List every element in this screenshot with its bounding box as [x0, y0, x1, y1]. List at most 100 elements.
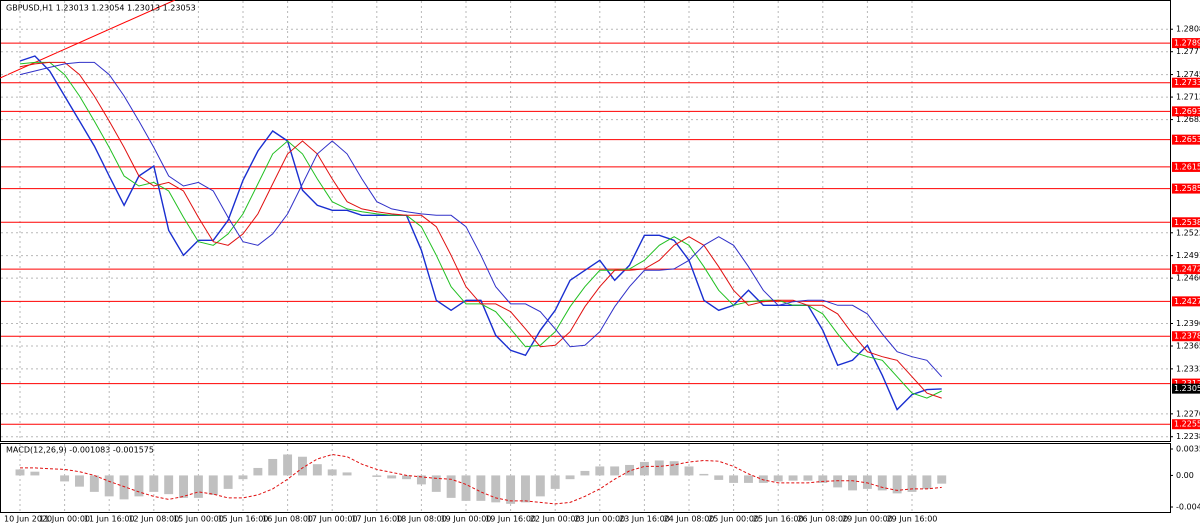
macd-bar — [491, 475, 501, 503]
macd-bar — [699, 473, 709, 476]
x-tick-label: 23 Jun 16:00 — [619, 515, 670, 524]
macd-bar — [15, 469, 25, 476]
macd-bar — [907, 475, 917, 492]
macd-bar — [654, 460, 664, 476]
macd-bar — [803, 475, 813, 481]
level-label-box — [1172, 38, 1200, 49]
current-price-label: 1.23053 — [1174, 384, 1200, 393]
level-label-box — [1172, 331, 1200, 342]
level-label: 1.23124 — [1174, 379, 1200, 388]
y-tick-label: -0.004221 — [1176, 503, 1200, 512]
y-tick-label: 1.27135 — [1176, 93, 1200, 102]
x-tick-label: 10 Jun 2020 — [4, 515, 52, 524]
x-tick-label: 22 Jun 00:00 — [530, 515, 581, 524]
x-tick-label: 12 Jun 08:00 — [128, 515, 179, 524]
y-tick-label: 1.22380 — [1176, 432, 1200, 441]
x-tick-label: 19 Jun 00:00 — [441, 515, 492, 524]
level-label: 1.25854 — [1174, 184, 1200, 193]
level-label: 1.22555 — [1174, 420, 1200, 429]
macd-bar — [535, 475, 545, 497]
y-tick-label: 1.28085 — [1176, 25, 1200, 34]
macd-bar — [818, 475, 828, 483]
macd-bar — [550, 475, 560, 489]
level-label: 1.26157 — [1174, 162, 1200, 171]
x-tick-label: 26 Jun 08:00 — [797, 515, 848, 524]
main-header: GBPUSD,H1 1.23013 1.23054 1.23013 1.2305… — [6, 4, 196, 13]
macd-bar — [639, 461, 649, 476]
moving-average — [19, 61, 942, 399]
main-panel-frame — [0, 0, 1171, 442]
macd-bar — [89, 475, 99, 492]
macd-bar — [595, 466, 605, 476]
macd-bar — [402, 475, 411, 480]
y-tick-label: 1.27450 — [1176, 70, 1200, 79]
y-tick-label: 1.24915 — [1176, 251, 1200, 260]
level-label-box — [1172, 217, 1200, 228]
y-tick-label: 1.27770 — [1176, 47, 1200, 56]
macd-bar — [268, 458, 278, 476]
level-label-box — [1172, 183, 1200, 194]
macd-bar — [223, 475, 233, 489]
x-tick-label: 29 Jun 00:00 — [842, 515, 893, 524]
x-tick-label: 25 Jun 16:00 — [753, 515, 804, 524]
x-tick-label: 11 Jun 00:00 — [39, 515, 90, 524]
macd-bar — [684, 466, 694, 476]
y-tick-label: 1.24600 — [1176, 274, 1200, 283]
level-label: 1.26539 — [1174, 135, 1200, 144]
x-tick-label: 25 Jun 00:00 — [708, 515, 759, 524]
y-tick-label: 1.23330 — [1176, 364, 1200, 373]
macd-bar — [877, 475, 887, 491]
macd-bar — [253, 467, 263, 476]
macd-bar — [848, 475, 857, 491]
macd-bar — [476, 475, 486, 501]
macd-bar — [892, 475, 902, 494]
macd-bar — [387, 475, 397, 479]
macd-bar — [922, 475, 932, 489]
y-tick-label: 1.25235 — [1176, 228, 1200, 237]
y-tick-label: 1.22700 — [1176, 409, 1200, 418]
macd-bar — [446, 475, 456, 498]
macd-bar — [30, 471, 40, 476]
macd-bar — [461, 475, 471, 501]
x-tick-label: 23 Jun 00:00 — [574, 515, 625, 524]
macd-bar — [714, 475, 724, 480]
macd-bar — [283, 454, 293, 476]
macd-bar — [431, 475, 441, 492]
level-label-box — [1172, 77, 1200, 88]
macd-bar — [833, 475, 843, 488]
macd-bar — [744, 475, 753, 483]
macd-bar — [193, 475, 203, 498]
moving-average — [19, 61, 943, 378]
macd-header: MACD(12,26,9) -0.001083 -0.001575 — [6, 446, 154, 455]
level-label: 1.24275 — [1174, 297, 1200, 306]
level-label: 1.26935 — [1174, 107, 1200, 116]
macd-bar — [164, 475, 174, 495]
y-tick-label: 1.26820 — [1176, 115, 1200, 124]
macd-bar — [149, 475, 159, 492]
macd-bar — [758, 475, 768, 483]
macd-bar — [372, 475, 382, 477]
macd-bar — [327, 469, 337, 476]
level-label: 1.25382 — [1174, 218, 1200, 227]
macd-bar — [625, 464, 634, 476]
x-tick-label: 15 Jun 16:00 — [218, 515, 269, 524]
macd-bar — [60, 475, 70, 482]
macd-bar — [416, 475, 426, 485]
level-label: 1.23787 — [1174, 332, 1200, 341]
macd-bar — [104, 475, 114, 497]
macd-bar — [298, 456, 307, 476]
x-tick-label: 17 Jun 00:00 — [307, 515, 358, 524]
y-tick-label: 0.00 — [1176, 471, 1194, 480]
macd-bar — [729, 475, 739, 483]
macd-bar — [521, 475, 530, 503]
level-label: 1.27336 — [1174, 78, 1200, 87]
price-line — [19, 55, 942, 411]
macd-bar — [565, 475, 575, 480]
macd-bar — [208, 475, 218, 495]
level-label-box — [1172, 378, 1200, 389]
macd-bar — [238, 475, 248, 480]
x-tick-label: 24 Jun 08:00 — [664, 515, 715, 524]
